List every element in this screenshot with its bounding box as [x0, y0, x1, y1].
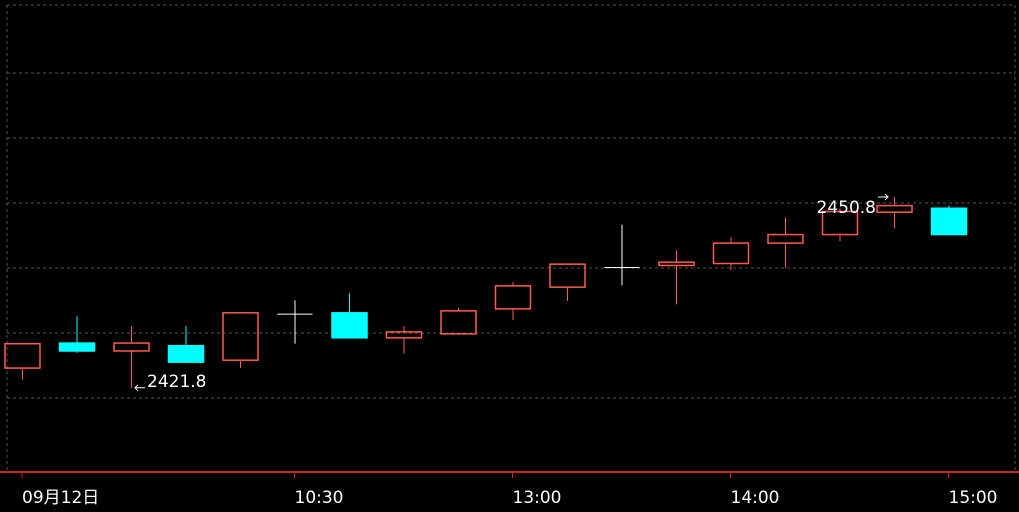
x-tick-label: 10:30 [295, 488, 344, 508]
high-annotation: 2450.8 [817, 198, 876, 218]
candle-body [821, 210, 859, 236]
annotation-arrow [134, 384, 145, 392]
candle-body [385, 331, 423, 339]
x-tick-label: 14:00 [731, 488, 780, 508]
x-tick-label: 09月12日 [22, 488, 99, 508]
candle-body [331, 312, 368, 339]
candle-body [712, 242, 750, 265]
candle-body [113, 342, 150, 352]
low-annotation: 2421.8 [147, 372, 206, 392]
candle-body [930, 207, 968, 236]
candle-body [658, 261, 695, 267]
candle-body [767, 233, 804, 244]
x-tick-label: 15:00 [949, 488, 998, 508]
candle-body [494, 285, 532, 310]
candle-body [167, 344, 205, 363]
annotation-arrow [878, 193, 889, 201]
x-tick-label: 13:00 [513, 488, 562, 508]
candle-body [4, 342, 41, 369]
candle-body [58, 342, 96, 352]
candle-body [222, 312, 259, 361]
grid [7, 72, 1015, 399]
candle-body [549, 263, 586, 288]
candle-body [440, 310, 477, 335]
candle-body [876, 204, 913, 213]
